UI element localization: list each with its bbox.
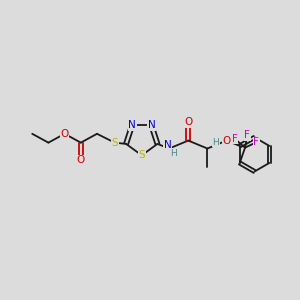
Text: O: O — [222, 136, 231, 146]
Text: N: N — [148, 121, 155, 130]
Text: S: S — [138, 150, 145, 160]
Text: N: N — [164, 140, 172, 150]
Text: O: O — [77, 155, 85, 165]
Text: O: O — [184, 117, 192, 127]
Text: N: N — [128, 121, 136, 130]
Text: H: H — [170, 149, 177, 158]
Text: F: F — [253, 137, 259, 147]
Text: O: O — [61, 129, 69, 139]
Text: F: F — [244, 130, 250, 140]
Text: H: H — [212, 138, 219, 147]
Text: S: S — [111, 138, 118, 148]
Text: F: F — [232, 134, 238, 144]
